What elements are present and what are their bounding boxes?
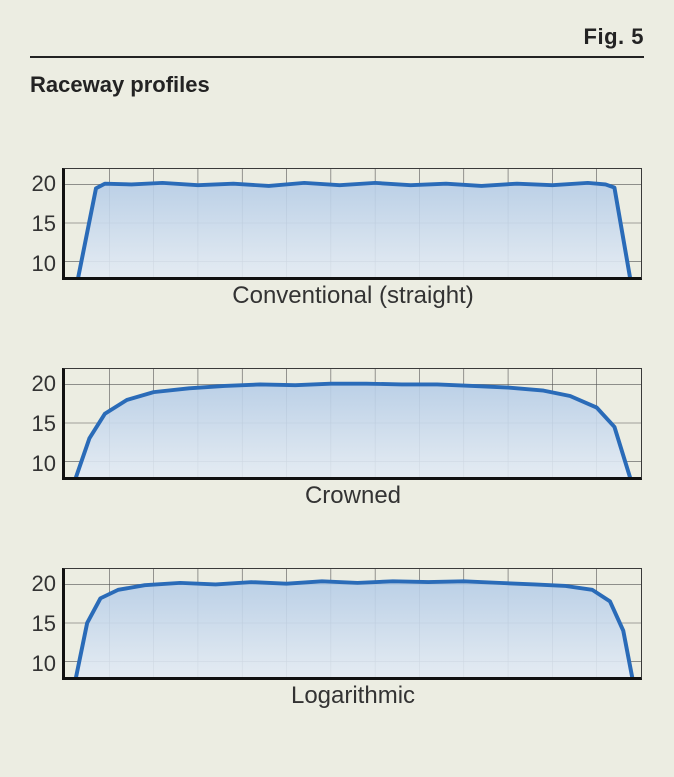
y-tick-label: 15 bbox=[32, 411, 62, 437]
charts-container: 101520Conventional (straight)101520Crown… bbox=[30, 168, 644, 710]
figure-label: Fig. 5 bbox=[30, 24, 644, 58]
chart-label: Crowned bbox=[62, 482, 644, 510]
chart-logarithmic: 10 15 20 Logarithmic bbox=[30, 568, 644, 710]
chart-label: Logarithmic bbox=[62, 682, 644, 710]
chart-crowned: 10 15 20 Crowned bbox=[30, 368, 644, 510]
chart-plot-area bbox=[62, 368, 642, 480]
y-tick-label: 10 bbox=[32, 251, 62, 277]
chart-label: Conventional (straight) bbox=[62, 282, 644, 310]
page-title: Raceway profiles bbox=[30, 72, 644, 98]
y-tick-label: 20 bbox=[32, 171, 62, 197]
y-tick-label: 15 bbox=[32, 611, 62, 637]
y-tick-label: 15 bbox=[32, 211, 62, 237]
chart-plot-area bbox=[62, 168, 642, 280]
y-tick-label: 20 bbox=[32, 571, 62, 597]
chart-conventional: 10 15 20 Conventional (straight) bbox=[30, 168, 644, 310]
y-tick-label: 20 bbox=[32, 371, 62, 397]
y-tick-label: 10 bbox=[32, 451, 62, 477]
chart-plot-area bbox=[62, 568, 642, 680]
y-tick-label: 10 bbox=[32, 651, 62, 677]
